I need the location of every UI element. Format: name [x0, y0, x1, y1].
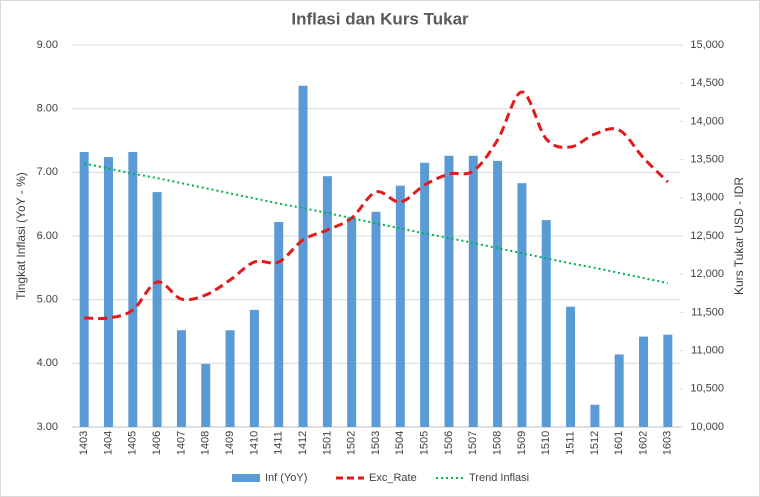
x-tick-label: 1509	[516, 431, 528, 455]
bar	[444, 155, 454, 427]
bar	[79, 151, 89, 427]
bar	[541, 220, 551, 427]
legend-label: Exc_Rate	[369, 472, 417, 484]
bar	[298, 85, 308, 427]
x-tick-label: 1410	[248, 431, 260, 455]
x-tick-label: 1408	[200, 431, 212, 455]
y2-axis-title: Kurs Tukar USD - IDR	[732, 177, 746, 295]
y2-tick-label: 14,000	[690, 115, 724, 127]
bar	[322, 176, 332, 427]
x-tick-label: 1502	[346, 431, 358, 455]
bar	[468, 155, 478, 427]
y2-tick-label: 11,000	[691, 345, 724, 357]
y2-tick-label: 10,500	[690, 383, 724, 395]
bar	[274, 221, 284, 427]
y-tick-label: 8.00	[37, 103, 58, 115]
x-tick-label: 1409	[224, 431, 236, 455]
y2-tick-label: 11,500	[691, 306, 724, 318]
bar	[517, 183, 527, 427]
bar	[103, 157, 113, 427]
bar	[420, 162, 430, 428]
y2-tick-label: 12,000	[690, 268, 724, 280]
bar	[493, 160, 503, 427]
y-tick-label: 7.00	[37, 166, 58, 178]
x-tick-label: 1512	[589, 431, 601, 455]
x-tick-label: 1404	[102, 431, 114, 455]
bar	[249, 309, 259, 427]
y2-tick-label: 15,000	[690, 39, 724, 51]
bar	[639, 336, 649, 427]
bar	[614, 354, 624, 427]
x-tick-label: 1411	[273, 431, 285, 455]
y2-tick-label: 10,000	[690, 421, 724, 433]
x-tick-label: 1510	[540, 431, 552, 455]
bar	[590, 404, 600, 427]
x-tick-label: 1506	[443, 431, 455, 455]
x-tick-label: 1511	[564, 431, 576, 455]
y-tick-label: 4.00	[37, 357, 58, 369]
bar	[371, 211, 381, 427]
bar	[347, 217, 357, 427]
x-tick-label: 1508	[492, 431, 504, 455]
x-tick-label: 1405	[127, 431, 139, 455]
y-tick-label: 5.00	[37, 294, 58, 306]
x-tick-label: 1407	[175, 431, 187, 455]
y-tick-label: 6.00	[37, 230, 58, 242]
legend-label: Trend Inflasi	[469, 472, 529, 484]
bar	[225, 330, 235, 427]
y2-tick-label: 13,000	[690, 192, 724, 204]
y2-tick-label: 14,500	[690, 77, 724, 89]
legend-label: Inf (YoY)	[265, 472, 307, 484]
x-tick-label: 1601	[613, 431, 625, 455]
x-tick-label: 1603	[662, 431, 674, 455]
chart-title: Inflasi dan Kurs Tukar	[291, 9, 469, 28]
x-tick-label: 1412	[297, 431, 309, 455]
bar	[152, 192, 162, 427]
x-tick-label: 1501	[321, 431, 333, 455]
x-tick-label: 1503	[370, 431, 382, 455]
bar	[566, 306, 576, 427]
legend-swatch	[232, 474, 260, 482]
y-tick-label: 9.00	[37, 39, 58, 51]
y-axis-title: Tingkat Inflasi (YoY - %)	[14, 172, 28, 300]
exchange-rate-line	[84, 90, 669, 321]
x-tick-label: 1505	[419, 431, 431, 455]
y2-tick-label: 12,500	[690, 230, 724, 242]
bar	[395, 185, 405, 427]
bar	[663, 334, 673, 427]
x-tick-label: 1507	[467, 431, 479, 455]
y-tick-label: 3.00	[37, 421, 58, 433]
bar	[176, 330, 186, 427]
trend-line	[83, 162, 669, 285]
y2-tick-label: 13,500	[690, 154, 724, 166]
x-tick-label: 1403	[78, 431, 90, 455]
x-tick-label: 1406	[151, 431, 163, 455]
x-tick-label: 1504	[394, 431, 406, 455]
x-tick-label: 1602	[637, 431, 649, 455]
bar	[201, 363, 211, 427]
bar	[128, 151, 138, 427]
